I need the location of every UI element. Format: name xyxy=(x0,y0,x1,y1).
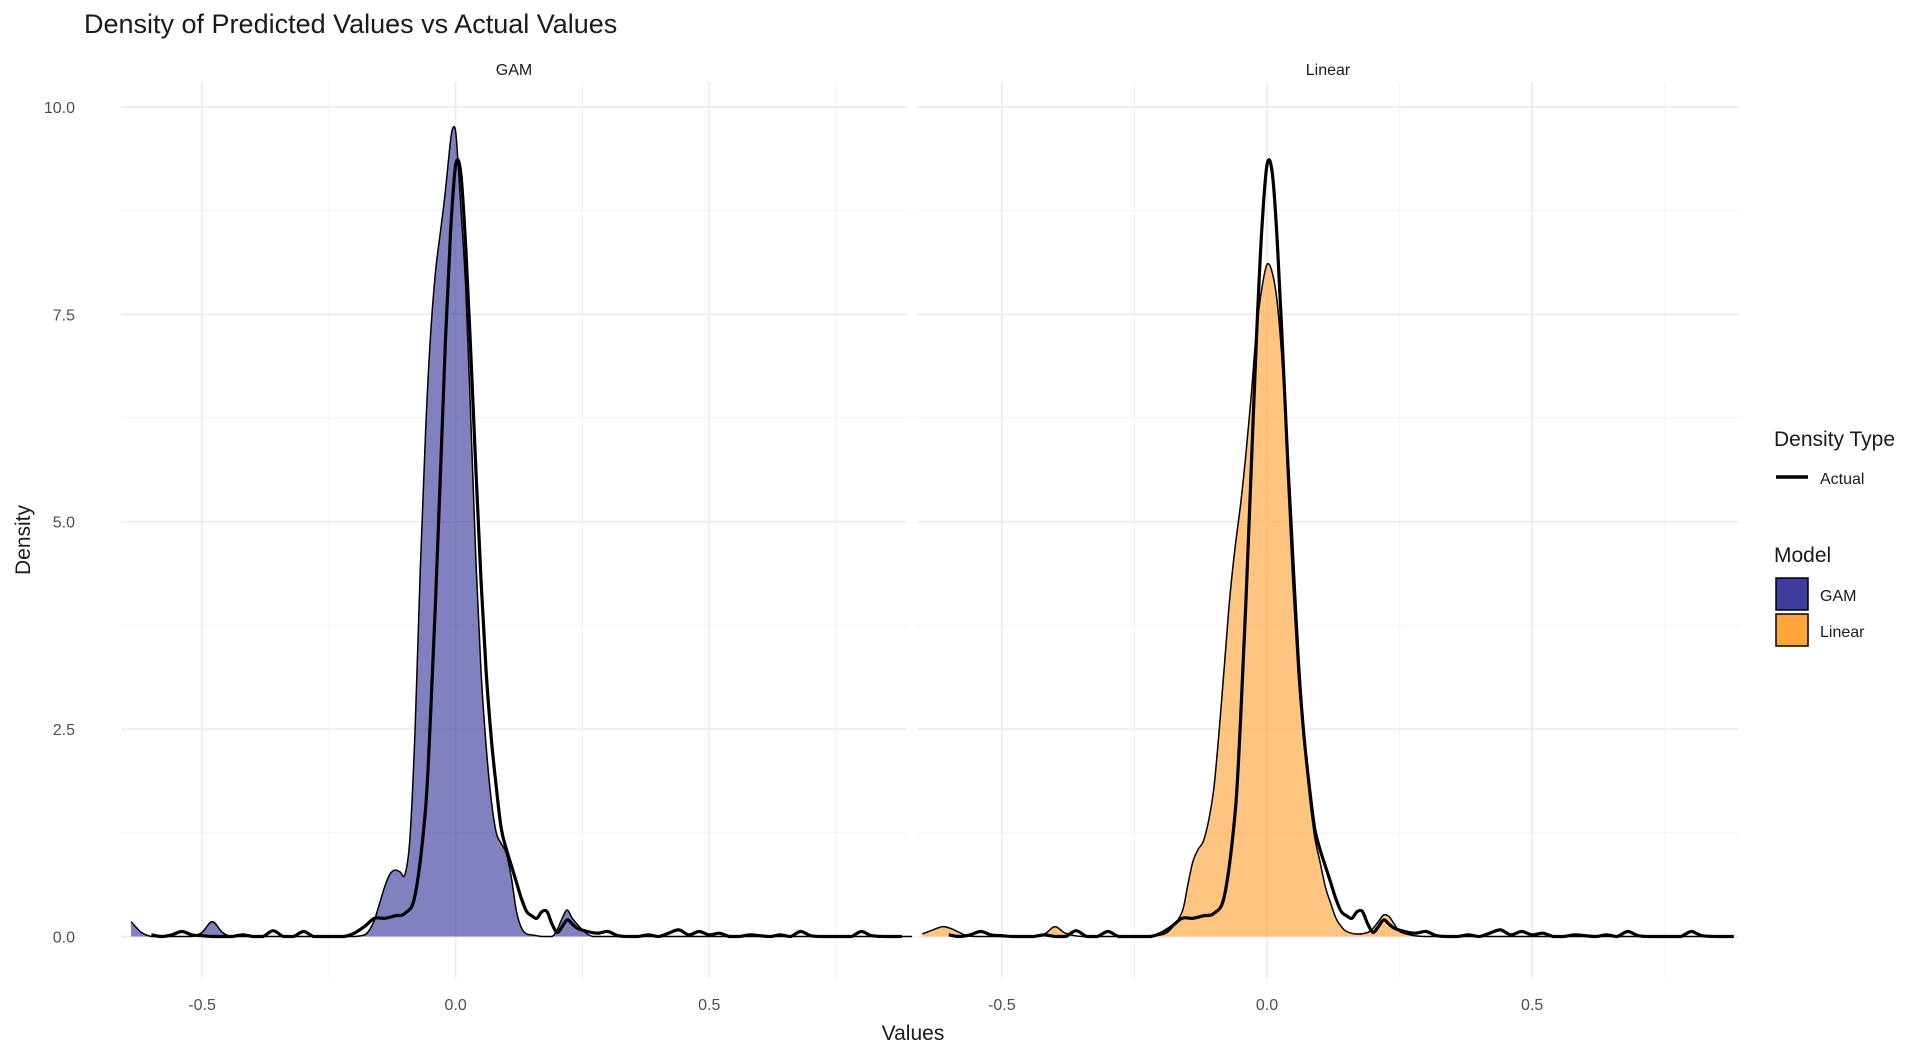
linear-actual-layer xyxy=(948,158,1734,939)
chart-title: Density of Predicted Values vs Actual Va… xyxy=(84,9,617,39)
gam-actual-layer xyxy=(151,158,902,939)
legend-key-linear xyxy=(1775,613,1809,647)
linear-grid xyxy=(917,82,1739,978)
legend-key-gam xyxy=(1775,577,1809,611)
y-tick-label: 2.5 xyxy=(53,722,75,739)
y-axis-title: Density xyxy=(12,504,35,575)
legend: Density Type Actual Model GAM Linear xyxy=(1774,428,1895,647)
gam-x-tick-label: 0.0 xyxy=(445,997,467,1014)
gam-grid xyxy=(121,82,907,978)
y-tick-label: 10.0 xyxy=(44,100,75,117)
gam-predicted-layer xyxy=(130,125,913,938)
linear-predicted-layer xyxy=(922,262,1734,938)
gam-predicted-density-area xyxy=(131,126,913,937)
linear-predicted-density-outline xyxy=(922,262,1734,938)
gam-actual-density-line xyxy=(151,158,902,939)
y-axis-ticks: 0.0 2.5 5.0 7.5 10.0 xyxy=(44,100,75,947)
linear-x-tick-label: -0.5 xyxy=(988,997,1016,1014)
legend-label-gam: GAM xyxy=(1820,588,1856,605)
legend-title-density-type: Density Type xyxy=(1774,428,1895,451)
gam-predicted-density-outline xyxy=(130,125,913,938)
linear-x-tick-label: 0.5 xyxy=(1521,997,1543,1014)
x-axis-title: Values xyxy=(882,1022,945,1045)
facet-strip-gam: GAM xyxy=(496,62,532,79)
y-tick-label: 5.0 xyxy=(53,515,75,532)
gam-x-tick-label: 0.5 xyxy=(698,997,720,1014)
facet-strip-linear: Linear xyxy=(1306,62,1351,79)
y-tick-label: 7.5 xyxy=(53,307,75,324)
legend-label-linear: Linear xyxy=(1820,624,1865,641)
legend-label-actual: Actual xyxy=(1820,471,1864,488)
gam-x-ticks: -0.5 0.0 0.5 xyxy=(188,997,720,1014)
y-tick-label: 0.0 xyxy=(53,930,75,947)
linear-actual-density-line xyxy=(948,158,1734,939)
facet-panel-linear: Linear -0.5 0.0 0.5 xyxy=(917,62,1739,1014)
linear-x-tick-label: 0.0 xyxy=(1256,997,1278,1014)
linear-predicted-density-area xyxy=(922,263,1734,937)
legend-title-model: Model xyxy=(1774,544,1831,567)
linear-x-ticks: -0.5 0.0 0.5 xyxy=(988,997,1543,1014)
facet-panel-gam: GAM -0.5 0.0 0.5 xyxy=(121,62,913,1014)
gam-x-tick-label: -0.5 xyxy=(188,997,216,1014)
